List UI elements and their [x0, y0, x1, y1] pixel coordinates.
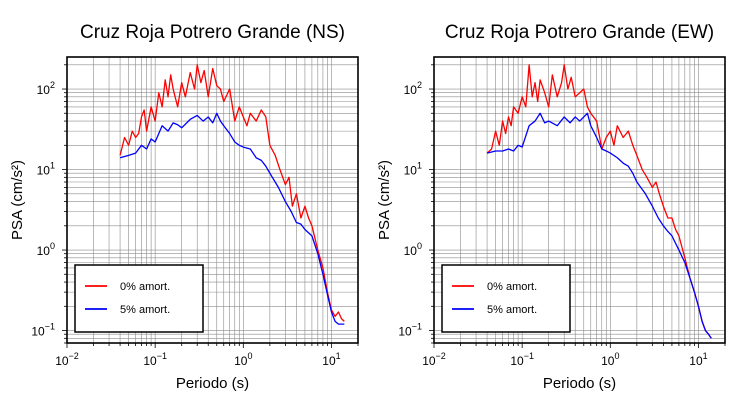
- tick-base: 10: [404, 244, 418, 258]
- grid: [67, 57, 358, 343]
- tick-exponent: 2: [417, 80, 422, 90]
- tick-exponent: 1: [703, 351, 708, 361]
- tick-base: 10: [510, 354, 524, 368]
- tick-base: 10: [55, 354, 69, 368]
- tick-base: 10: [234, 354, 248, 368]
- y-tick-label: 10−1: [398, 322, 422, 339]
- tick-base: 10: [143, 354, 157, 368]
- x-tick-label: 10−1: [143, 351, 167, 368]
- plot-frame: [66, 56, 359, 344]
- tick-exponent: 0: [247, 351, 252, 361]
- y-tick-label: 101: [404, 161, 422, 178]
- chart-title: Cruz Roja Potrero Grande (NS): [80, 22, 345, 43]
- tick-exponent: 0: [614, 351, 619, 361]
- tick-exponent: 0: [50, 241, 55, 251]
- tick-exponent: 2: [50, 80, 55, 90]
- tick-base: 10: [404, 164, 418, 178]
- x-tick-label: 101: [322, 351, 340, 368]
- y-tick-label: 101: [37, 161, 55, 178]
- x-tick-label: 100: [601, 351, 619, 368]
- x-tick-label: 101: [689, 351, 707, 368]
- legend-label: 0% amort.: [120, 281, 170, 293]
- x-axis-label: Periodo (s): [543, 375, 616, 392]
- tick-base: 10: [601, 354, 615, 368]
- x-tick-label: 10−2: [55, 351, 79, 368]
- y-axis-label: PSA (cm/s²): [376, 160, 393, 240]
- y-axis-label: PSA (cm/s²): [9, 160, 26, 240]
- tick-base: 10: [37, 164, 51, 178]
- x-axis-label: Periodo (s): [176, 375, 249, 392]
- tick-exponent: −2: [436, 351, 446, 361]
- legend-box: [441, 264, 571, 333]
- chart-title: Cruz Roja Potrero Grande (EW): [445, 22, 714, 43]
- y-tick-label: 102: [37, 80, 55, 97]
- tick-base: 10: [404, 83, 418, 97]
- tick-base: 10: [37, 244, 51, 258]
- chart-panel-0: Cruz Roja Potrero Grande (NS)10−2 10−1 100…: [9, 22, 359, 392]
- tick-base: 10: [422, 354, 436, 368]
- legend-box: [74, 264, 204, 333]
- tick-base: 10: [31, 325, 45, 339]
- tick-exponent: 1: [336, 351, 341, 361]
- x-tick-label: 10−1: [510, 351, 534, 368]
- legend: 0% amort. 5% amort.: [441, 264, 571, 333]
- tick-exponent: 1: [50, 161, 55, 171]
- series-line-1: [486, 112, 712, 339]
- legend-label: 5% amort.: [120, 304, 170, 316]
- tick-base: 10: [398, 325, 412, 339]
- tick-base: 10: [37, 83, 51, 97]
- legend: 0% amort. 5% amort.: [74, 264, 204, 333]
- x-tick-label: 10−2: [422, 351, 446, 368]
- y-tick-label: 102: [404, 80, 422, 97]
- tick-exponent: −1: [157, 351, 167, 361]
- series-line-0: [486, 64, 712, 339]
- plot-frame: [433, 56, 726, 344]
- tick-base: 10: [689, 354, 703, 368]
- x-tick-label: 100: [234, 351, 252, 368]
- legend-label: 5% amort.: [487, 304, 537, 316]
- y-tick-label: 100: [37, 241, 55, 258]
- tick-exponent: 0: [417, 241, 422, 251]
- tick-exponent: −1: [412, 322, 422, 332]
- series-line-0: [119, 64, 345, 322]
- y-tick-label: 10−1: [31, 322, 55, 339]
- legend-label: 0% amort.: [487, 281, 537, 293]
- tick-exponent: −1: [524, 351, 534, 361]
- y-tick-label: 100: [404, 241, 422, 258]
- tick-exponent: −2: [69, 351, 79, 361]
- series-line-1: [119, 112, 345, 325]
- tick-base: 10: [322, 354, 336, 368]
- chart-panel-1: Cruz Roja Potrero Grande (EW)10−2 10−1 100…: [376, 22, 726, 392]
- tick-exponent: 1: [417, 161, 422, 171]
- grid: [434, 57, 725, 343]
- tick-exponent: −1: [45, 322, 55, 332]
